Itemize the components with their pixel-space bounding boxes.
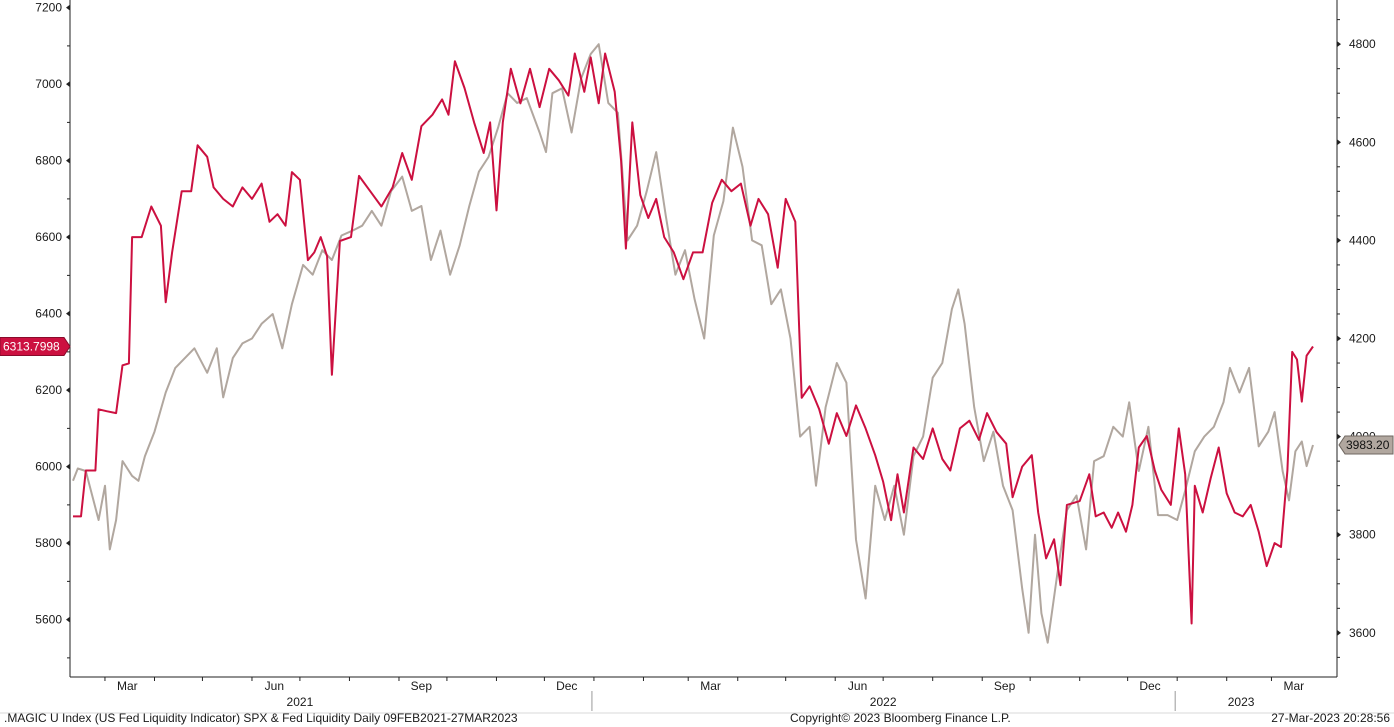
x-year-label: 2021 [287, 695, 314, 709]
left-last-value-badge: 6313.7998 [0, 337, 71, 357]
chart-footer: .MAGIC U Index (US Fed Liquidity Indicat… [4, 711, 1390, 725]
right-tick-label: 4800 [1349, 37, 1376, 51]
x-month-label: Dec [1139, 679, 1160, 693]
left-tick-mark [66, 81, 70, 88]
right-tick-label: 3800 [1349, 528, 1376, 542]
left-tick-mark [66, 540, 70, 547]
right-tick-mark [1337, 335, 1341, 342]
right-tick-mark [1337, 433, 1341, 440]
left-tick-label: 6600 [35, 230, 62, 244]
left-tick-label: 7200 [35, 1, 62, 15]
x-month-label: Mar [1283, 679, 1304, 693]
right-last-value-badge: 3983.20 [1338, 435, 1394, 455]
right-last-value-label: 3983.20 [1346, 438, 1390, 452]
right-tick-mark [1337, 41, 1341, 48]
left-tick-mark [66, 616, 70, 623]
x-month-label: Sep [411, 679, 433, 693]
left-tick-mark [66, 4, 70, 11]
left-tick-label: 6400 [35, 307, 62, 321]
x-month-label: Sep [994, 679, 1016, 693]
last-value-badges: 6313.7998 3983.20 [0, 337, 1394, 455]
left-tick-label: 6200 [35, 383, 62, 397]
series-lines [72, 43, 1314, 644]
right-axis: 3600380040004200440046004800 [1337, 19, 1376, 658]
right-tick-label: 4600 [1349, 135, 1376, 149]
x-month-label: Jun [265, 679, 284, 693]
x-year-label: 2022 [870, 695, 897, 709]
left-tick-label: 5600 [35, 613, 62, 627]
footer-copyright: Copyright© 2023 Bloomberg Finance L.P. [790, 711, 1011, 725]
right-tick-label: 3600 [1349, 626, 1376, 640]
left-tick-mark [66, 463, 70, 470]
x-axis: Mar Jun Sep Dec Mar Jun Sep Dec Mar 2021 2022 2023 [104, 677, 1304, 711]
left-tick-mark [66, 234, 70, 241]
right-tick-mark [1337, 237, 1341, 244]
left-tick-label: 6800 [35, 154, 62, 168]
right-tick-mark [1337, 531, 1341, 538]
x-month-label: Dec [556, 679, 577, 693]
left-tick-mark [66, 157, 70, 164]
right-tick-label: 4200 [1349, 332, 1376, 346]
left-tick-mark [66, 387, 70, 394]
right-tick-label: 4400 [1349, 233, 1376, 247]
liquidity-indicator-line [73, 52, 1314, 625]
footer-description: .MAGIC U Index (US Fed Liquidity Indicat… [4, 711, 518, 725]
right-tick-mark [1337, 139, 1341, 146]
x-month-label: Mar [117, 679, 138, 693]
right-tick-mark [1337, 629, 1341, 636]
left-tick-label: 7000 [35, 77, 62, 91]
spx-line [72, 43, 1314, 644]
left-tick-label: 6000 [35, 460, 62, 474]
left-last-value-label: 6313.7998 [3, 340, 60, 354]
x-year-label: 2023 [1228, 695, 1255, 709]
left-axis: 5600 5800 6000 6200 6400 6600 6800 7000 7200 [35, 1, 70, 659]
x-month-label: Mar [700, 679, 721, 693]
footer-timestamp: 27-Mar-2023 20:28:56 [1271, 711, 1390, 725]
x-month-label: Jun [848, 679, 867, 693]
left-tick-mark [66, 310, 70, 317]
left-tick-label: 5800 [35, 536, 62, 550]
